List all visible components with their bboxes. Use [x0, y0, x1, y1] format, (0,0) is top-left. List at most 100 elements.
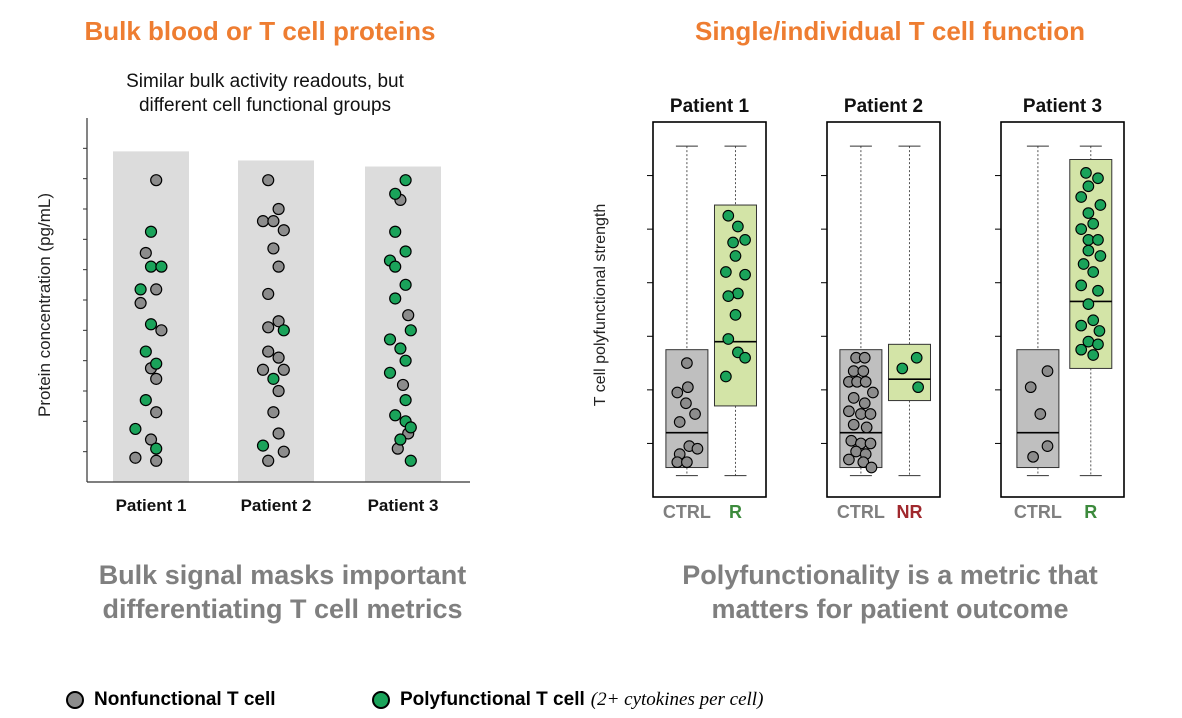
legend-polyfunctional-label: Polyfunctional T cell — [400, 689, 585, 710]
nonfunctional-cell-point — [855, 437, 867, 450]
nonfunctional-cell-point — [680, 397, 692, 410]
nonfunctional-cell-point — [150, 406, 163, 419]
nonfunctional-cell-point — [855, 408, 867, 420]
polyfunctional-cell-point — [739, 234, 751, 246]
polyfunctional-cell-point — [277, 324, 290, 337]
nonfunctional-cell-point — [671, 386, 684, 399]
nonfunctional-cell-point — [272, 202, 285, 216]
nonfunctional-cell-point — [689, 408, 701, 420]
legend-nonfunctional-label: Nonfunctional T cell — [94, 689, 276, 710]
polyfunctional-dot-icon — [372, 691, 390, 709]
bulk-column-bg — [365, 166, 441, 483]
nonfunctional-cell-point — [272, 315, 285, 328]
polyfunctional-cell-point — [389, 409, 402, 422]
nonfunctional-cell-point — [256, 363, 270, 376]
box-group-label: CTRL — [1014, 502, 1062, 522]
polyfunctional-cell-point — [1075, 223, 1088, 235]
polyfunctional-cell-point — [383, 254, 397, 267]
polyfunctional-cell-point — [1075, 319, 1088, 332]
polyfunctional-cell-point — [404, 421, 417, 434]
nonfunctional-cell-point — [402, 309, 415, 322]
box-group-label: R — [1084, 502, 1097, 522]
nonfunctional-cell-point — [847, 392, 860, 404]
polyfunctional-cell-point — [1082, 234, 1095, 246]
nonfunctional-cell-point — [843, 405, 855, 418]
nonfunctional-cell-point — [1024, 381, 1037, 394]
box-panel-title: Patient 2 — [844, 96, 923, 117]
polyfunctional-cell-point — [1080, 167, 1092, 179]
nonfunctional-cell-point — [847, 365, 860, 377]
polyfunctional-cell-point — [399, 245, 412, 258]
polyfunctional-cell-point — [144, 260, 158, 273]
polyfunctional-cell-point — [720, 370, 732, 383]
polyfunctional-cell-point — [399, 354, 412, 367]
polyfunctional-cell-point — [1075, 191, 1088, 203]
nonfunctional-cell-point — [857, 456, 870, 469]
polyfunctional-cell-point — [1087, 314, 1100, 327]
right-takeaway: Polyfunctionality is a metric that matte… — [630, 558, 1150, 626]
nonfunctional-cell-point — [843, 453, 855, 466]
nonfunctional-cell-point — [859, 448, 872, 460]
box-iqr — [713, 204, 757, 407]
right-takeaway-line1: Polyfunctionality is a metric that — [682, 560, 1098, 590]
polyfunctional-cell-point — [404, 324, 417, 337]
box-iqr — [839, 349, 883, 469]
nonfunctional-cell-point — [858, 397, 871, 410]
left-takeaway-line1: Bulk signal masks important — [98, 560, 467, 590]
nonfunctional-cell-point — [144, 362, 158, 375]
polyfunctional-box-panels: Patient 1 CTRL R Patient 2 CTRL NR Patient 3 CT… — [647, 96, 1125, 522]
nonfunctional-cell-point — [847, 418, 860, 431]
polyfunctional-cell-point — [1082, 298, 1095, 310]
polyfunctional-cell-point — [910, 351, 923, 364]
box-iqr — [665, 349, 709, 469]
polyfunctional-cell-point — [1094, 199, 1107, 211]
nonfunctional-cell-point — [850, 351, 862, 364]
box-group-label: R — [729, 502, 742, 522]
nonfunctional-cell-point — [1034, 408, 1047, 420]
polyfunctional-cell-point — [722, 333, 735, 345]
polyfunctional-cell-point — [896, 362, 909, 375]
box-panel-frame — [826, 121, 941, 498]
polyfunctional-cell-point — [1092, 172, 1104, 185]
box-y-axis-label: T cell polyfunctional strength — [592, 204, 609, 406]
polyfunctional-cell-point — [729, 309, 742, 321]
bulk-chart-subtitle: Similar bulk activity readouts, but diff… — [60, 70, 470, 118]
polyfunctional-cell-point — [1087, 266, 1100, 278]
nonfunctional-cell-point — [134, 296, 147, 310]
polyfunctional-cell-point — [1092, 234, 1104, 246]
polyfunctional-cell-point — [1077, 258, 1090, 270]
nonfunctional-cell-point — [267, 215, 280, 228]
nonfunctional-cell-point — [865, 461, 878, 474]
polyfunctional-cell-point — [404, 454, 417, 467]
box-panel: Patient 1 CTRL R — [647, 96, 767, 522]
box-panel-title: Patient 3 — [1023, 96, 1102, 117]
polyfunctional-cell-point — [399, 394, 412, 407]
right-section-heading: Single/individual T cell function — [694, 16, 1086, 46]
nonfunctional-cell-point — [272, 351, 285, 364]
polyfunctional-cell-point — [399, 415, 412, 428]
polyfunctional-cell-point — [139, 394, 152, 407]
nonfunctional-cell-point — [671, 456, 684, 469]
nonfunctional-cell-point — [129, 451, 142, 464]
nonfunctional-cell-point — [262, 174, 275, 187]
left-takeaway: Bulk signal masks important differentiat… — [40, 558, 525, 626]
box-iqr — [1069, 159, 1113, 369]
polyfunctional-cell-point — [1082, 244, 1095, 257]
polyfunctional-cell-point — [129, 422, 142, 436]
polyfunctional-cell-point — [389, 187, 402, 200]
nonfunctional-cell-point — [864, 408, 877, 420]
box-group-label: CTRL — [837, 502, 885, 522]
nonfunctional-cell-point — [681, 357, 693, 369]
box-panel-frame — [1000, 121, 1125, 498]
nonfunctional-cell-point — [857, 365, 870, 377]
polyfunctional-cell-point — [739, 351, 751, 364]
polyfunctional-cell-point — [729, 250, 742, 262]
bulk-category-label: Patient 2 — [241, 496, 312, 515]
nonfunctional-dot-icon — [66, 691, 84, 709]
box-panel: Patient 3 CTRL R — [995, 96, 1125, 522]
bulk-category-label: Patient 1 — [116, 496, 187, 515]
nonfunctional-cell-point — [681, 456, 693, 469]
bulk-chart-subtitle-line2: different cell functional groups — [138, 95, 392, 116]
nonfunctional-cell-point — [867, 386, 879, 399]
nonfunctional-cell-point — [277, 445, 290, 458]
